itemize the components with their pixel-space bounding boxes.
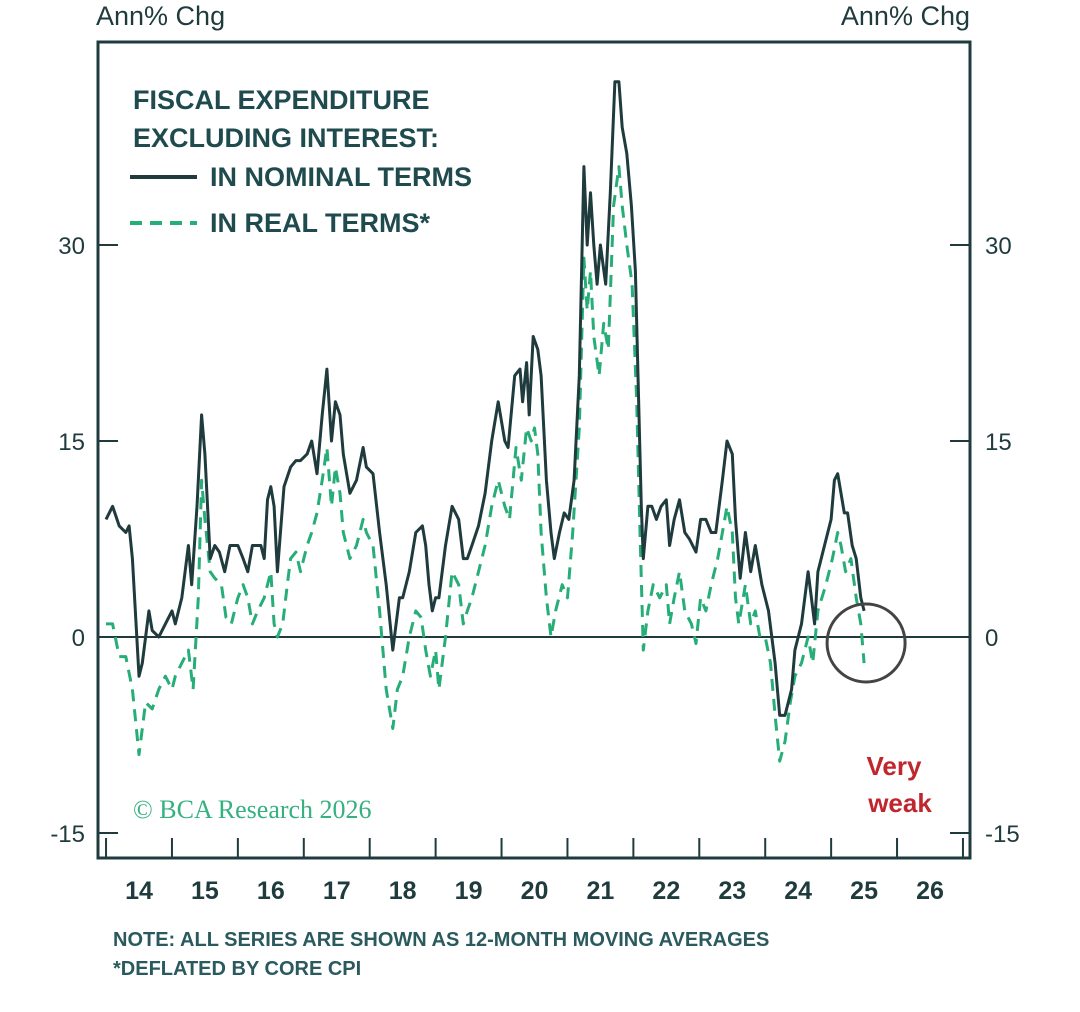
x-tick-label: 16 — [257, 877, 285, 905]
series-group — [104, 80, 866, 763]
copyright-label: © BCA Research 2026 — [133, 795, 372, 824]
legend: FISCAL EXPENDITURE EXCLUDING INTEREST: I… — [130, 85, 472, 238]
x-tick-label: 14 — [125, 877, 153, 905]
y-tick-label-right: -15 — [985, 821, 1020, 848]
y-tick-label-left: 30 — [58, 233, 85, 260]
x-tick-label: 24 — [784, 877, 812, 905]
y-tick-label-left: 15 — [58, 429, 85, 456]
x-tick-label: 22 — [652, 877, 680, 905]
x-tick-label: 25 — [850, 877, 878, 905]
legend-title-line1: FISCAL EXPENDITURE — [133, 85, 430, 115]
x-axis-ticks: 14 15 16 17 18 19 20 21 22 23 24 25 26 — [105, 838, 964, 905]
x-tick-label: 19 — [455, 877, 483, 905]
footnote-moving-averages: NOTE: ALL SERIES ARE SHOWN AS 12-MONTH M… — [113, 929, 769, 951]
very-weak-annotation-line2: weak — [867, 788, 932, 818]
y-tick-label-right: 30 — [985, 233, 1012, 260]
x-tick-label: 21 — [587, 877, 615, 905]
highlight-circle — [825, 602, 907, 684]
legend-real-label: IN REAL TERMS* — [210, 208, 431, 238]
x-tick-label: 26 — [916, 877, 944, 905]
series-real-terms-line — [106, 165, 866, 763]
legend-title-line2: EXCLUDING INTEREST: — [133, 123, 439, 153]
y-tick-label-left: -15 — [50, 821, 85, 848]
right-axis-unit-label: Ann% Chg — [841, 1, 970, 31]
y-tick-label-left: 0 — [72, 625, 85, 652]
very-weak-annotation-line1: Very — [867, 751, 922, 781]
legend-nominal-label: IN NOMINAL TERMS — [210, 162, 472, 192]
y-tick-label-right: 15 — [985, 429, 1012, 456]
x-tick-label: 23 — [718, 877, 746, 905]
y-tick-label-right: 0 — [985, 625, 998, 652]
x-tick-label: 15 — [191, 877, 219, 905]
plot-frame — [96, 40, 972, 860]
left-axis-unit-label: Ann% Chg — [96, 1, 225, 31]
right-y-axis-ticks: -15 0 15 30 — [950, 233, 1020, 848]
x-tick-label: 18 — [389, 877, 417, 905]
y-axis-ticks: -15 0 15 30 — [50, 233, 118, 848]
footnote-deflated: *DEFLATED BY CORE CPI — [113, 958, 361, 980]
series-nominal-terms-line — [104, 80, 866, 717]
x-tick-label: 17 — [323, 877, 351, 905]
x-tick-label: 20 — [521, 877, 549, 905]
